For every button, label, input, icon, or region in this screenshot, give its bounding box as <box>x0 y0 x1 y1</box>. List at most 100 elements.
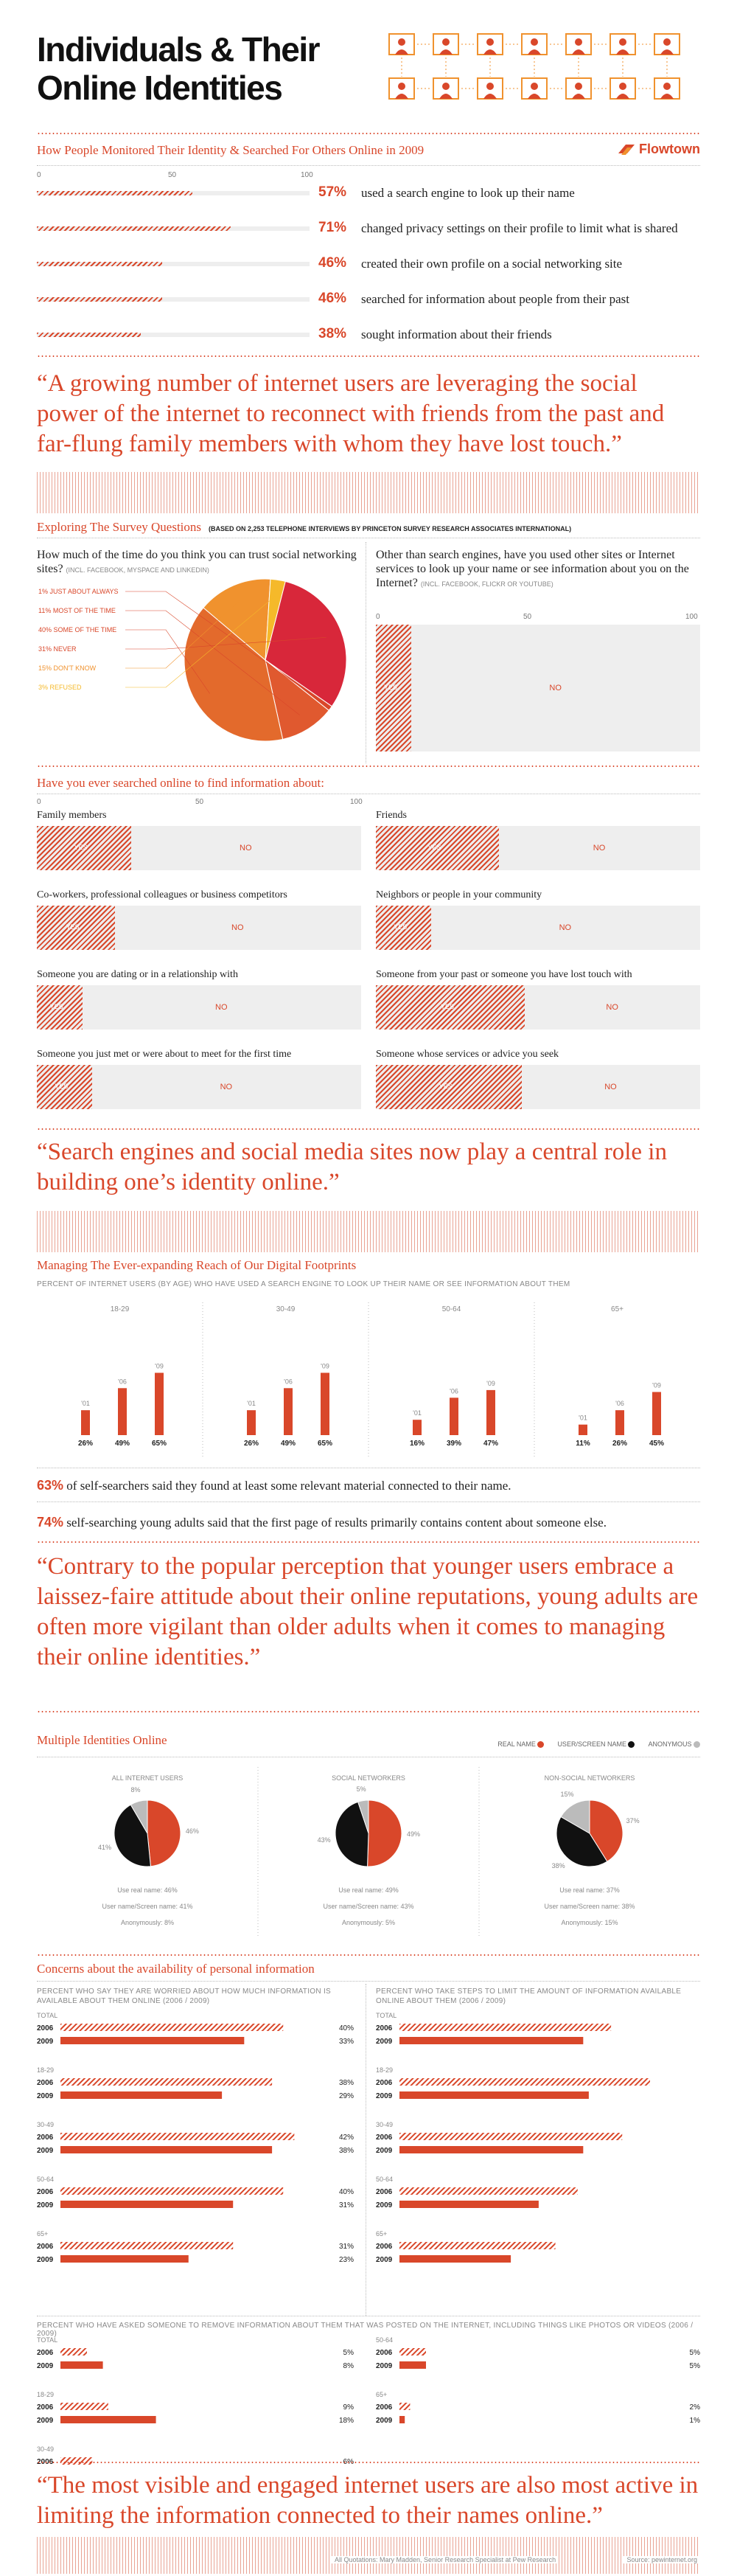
year-label: 2009 <box>376 2417 393 2425</box>
person-head-icon <box>531 38 538 46</box>
pie-detail-line: Use real name: 37% <box>559 1886 620 1894</box>
year-label: 2009 <box>376 2362 393 2370</box>
stat-1-text: of self-searchers said they found at lea… <box>66 1479 511 1493</box>
group-label: 30-49 <box>37 2445 54 2453</box>
other-note: (INCL. FACEBOOK, FLICKR OR YOUTUBE) <box>420 580 553 588</box>
quote-2: “Search engines and social media sites n… <box>37 1139 667 1195</box>
identity-slice <box>130 1799 148 1835</box>
pie-detail-line: User name/Screen name: 41% <box>102 1903 192 1910</box>
legend-label: USER/SCREEN NAME <box>557 1740 626 1748</box>
concerns-title: Concerns about the availability of perso… <box>37 1962 315 1976</box>
age-group-label: 65+ <box>611 1305 624 1313</box>
bar-value-label: 65% <box>152 1440 167 1448</box>
group-label: 30-49 <box>376 2121 393 2128</box>
concern-bar <box>399 2037 584 2044</box>
remove-bar <box>399 2403 411 2410</box>
concern-bar <box>60 2255 189 2263</box>
stat-1-pct: 63% <box>37 1478 64 1493</box>
person-head-icon <box>398 83 405 90</box>
page-title-line1: Individuals & Their <box>37 30 321 69</box>
slice-label: 5% <box>357 1785 366 1793</box>
yes-label: YES <box>394 923 408 931</box>
divider <box>37 1981 700 1982</box>
group-label: 18-29 <box>37 2066 54 2074</box>
remove-bar <box>60 2403 108 2410</box>
person-head-icon <box>575 83 582 90</box>
pie-detail-line: Anonymously: 15% <box>561 1919 618 1926</box>
monitor-row: 71% changed privacy settings on their pro… <box>37 220 700 236</box>
footprint-bar <box>579 1424 587 1435</box>
searched-tick-0: 0 <box>37 798 41 806</box>
age-group-label: 30-49 <box>276 1305 296 1313</box>
group-label: 18-29 <box>37 2391 54 2398</box>
year-label: '06 <box>450 1387 458 1395</box>
bar-fill <box>37 333 141 337</box>
pie-legend-label: 40% SOME OF THE TIME <box>38 626 116 633</box>
bar-text: searched for information about people fr… <box>361 292 629 306</box>
person-body-icon <box>528 94 541 99</box>
identity-slice <box>147 1799 181 1867</box>
searched-yes-no-bar: YES NO <box>376 906 700 950</box>
searched-label: Someone you are dating or in a relations… <box>37 969 238 980</box>
year-label: 2006 <box>376 2188 393 2196</box>
slice-label: 15% <box>560 1791 573 1798</box>
trust-question-text: How much of the time do you think you ca… <box>37 549 357 575</box>
pie-detail-line: Anonymously: 8% <box>121 1919 174 1926</box>
year-label: 2009 <box>376 2147 393 2155</box>
remove-bar <box>60 2416 156 2423</box>
concern-bar <box>60 2037 245 2044</box>
bar-value-label: 49% <box>115 1440 130 1448</box>
searched-tick-50: 50 <box>195 798 204 806</box>
bar-track <box>37 297 310 302</box>
year-label: '01 <box>81 1400 90 1407</box>
footer-credit: All Quotations: Mary Madden, Senior Rese… <box>332 2556 559 2563</box>
footprint-bar <box>652 1392 661 1435</box>
year-label: 2009 <box>376 2092 393 2100</box>
group-label: TOTAL <box>37 2012 57 2019</box>
concern-bar <box>60 2024 284 2031</box>
year-label: '06 <box>284 1378 293 1385</box>
year-label: 2006 <box>376 2243 393 2251</box>
searched-yes-no-bar: YES NO <box>376 1065 700 1109</box>
year-label: 2009 <box>37 2256 54 2264</box>
bar-percent: 38% <box>318 326 347 341</box>
bar-value-label: 65% <box>318 1440 332 1448</box>
concern-bar <box>60 2078 273 2086</box>
monitor-title: How People Monitored Their Identity & Se… <box>37 143 425 157</box>
group-label: TOTAL <box>37 2336 57 2344</box>
concern-bar <box>399 2255 511 2263</box>
dotted-band <box>37 2537 700 2574</box>
pie-leader-line <box>125 629 210 694</box>
person-head-icon <box>531 83 538 90</box>
person-head-icon <box>619 38 626 46</box>
concern-bar <box>60 2091 223 2099</box>
bar-value-label: 39% <box>447 1440 461 1448</box>
group-label: TOTAL <box>376 2012 397 2019</box>
pie-title: SOCIAL NETWORKERS <box>332 1774 405 1782</box>
searched-yes-no-bar: YES NO <box>37 906 361 950</box>
year-label: '01 <box>579 1414 587 1422</box>
other-tick-0: 0 <box>376 613 380 621</box>
footprints-note: PERCENT OF INTERNET USERS (BY AGE) WHO H… <box>37 1280 570 1288</box>
pie-legend-label: 15% DON'T KNOW <box>38 664 97 672</box>
searched-yes-no-bar: YES NO <box>37 1065 361 1109</box>
footprint-bar <box>450 1398 458 1435</box>
person-body-icon <box>660 49 674 55</box>
tick-100: 100 <box>301 171 313 179</box>
person-head-icon <box>663 38 671 46</box>
year-label: 2009 <box>376 2201 393 2209</box>
bar-value-label: 47% <box>483 1440 498 1448</box>
bar-fill <box>37 226 231 231</box>
concern-value: 38% <box>339 2079 354 2087</box>
footprints-title: Managing The Ever-expanding Reach of Our… <box>37 1258 357 1272</box>
year-label: '06 <box>118 1378 127 1385</box>
remove-bar <box>399 2361 426 2369</box>
person-body-icon <box>572 94 585 99</box>
survey-title: Exploring The Survey Questions <box>37 520 202 534</box>
searched-label: Someone you just met or were about to me… <box>37 1049 292 1060</box>
no-label: NO <box>240 844 252 853</box>
year-label: 2006 <box>37 2079 54 2087</box>
year-label: 2006 <box>37 2243 54 2251</box>
identity-slice <box>113 1804 152 1867</box>
bar-percent: 71% <box>318 220 347 235</box>
